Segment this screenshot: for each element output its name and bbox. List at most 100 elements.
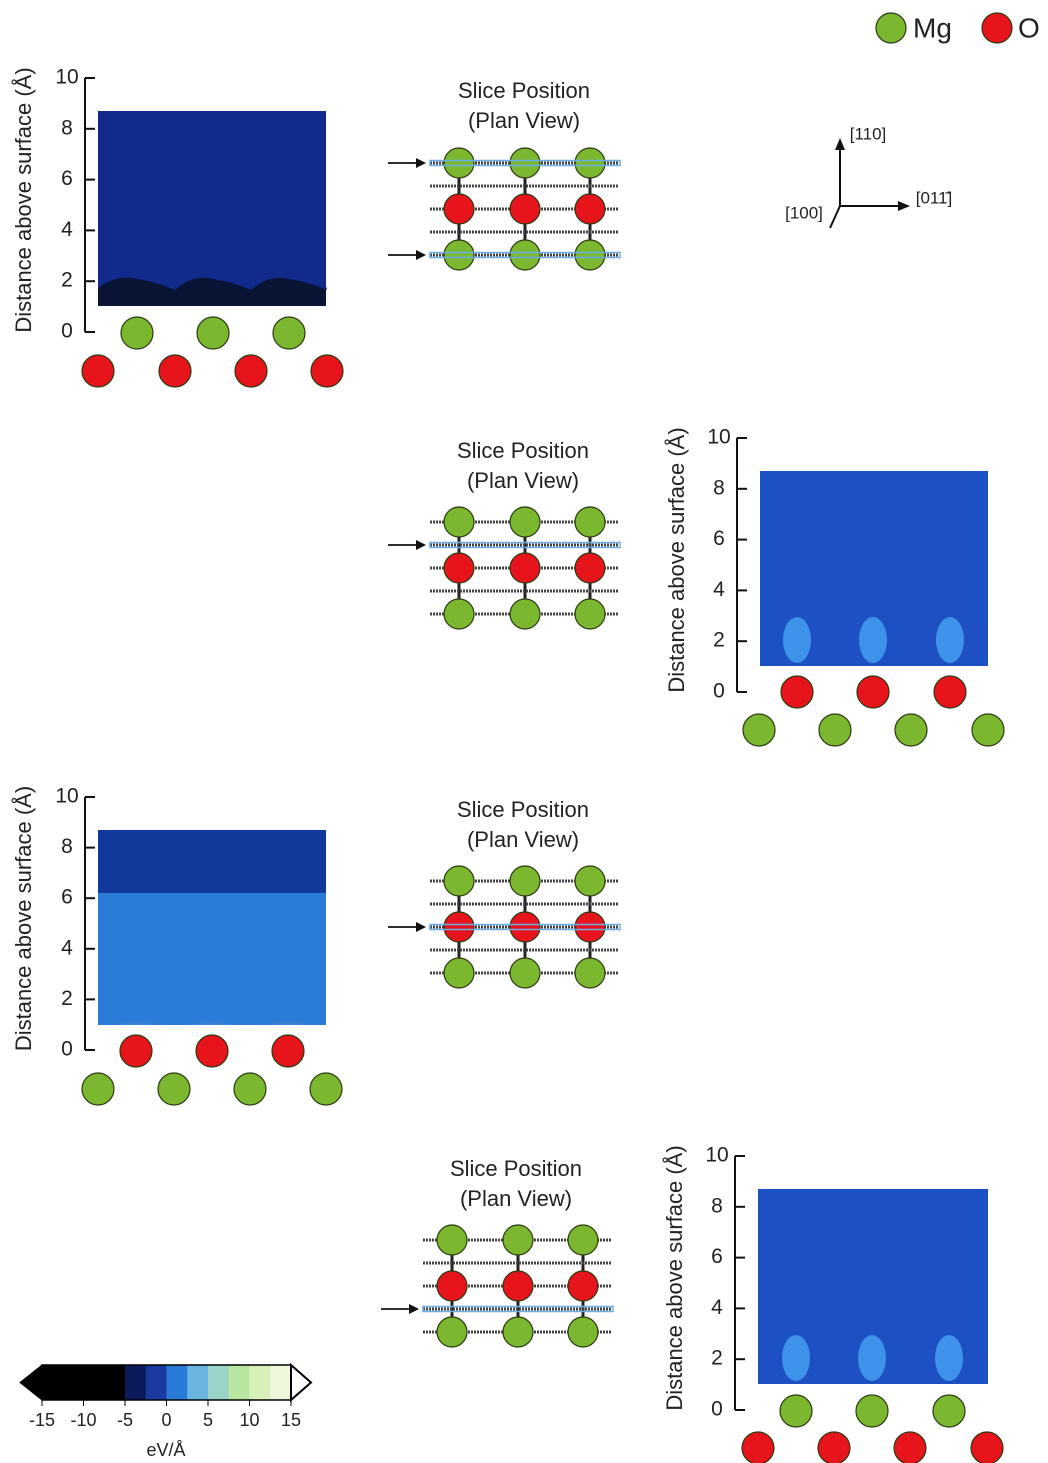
colorbar-segment [228,1365,250,1400]
colorbar-segment [145,1365,167,1400]
y-tick-label: 0 [61,1038,73,1061]
atom [443,193,475,225]
y-tick-label: 6 [61,886,73,909]
atom [81,1072,115,1106]
colorbar-segment [62,1365,84,1400]
direction-axes [829,138,910,229]
slice-arrow-head [409,1304,419,1314]
atom [443,911,475,943]
atom [779,1394,813,1428]
atom [818,713,852,747]
colorbar-segment [187,1365,209,1400]
legend-label: O [1018,12,1040,43]
atom [436,1224,468,1256]
y-tick-label: 8 [61,835,73,858]
atom [502,1270,534,1302]
atom [574,865,606,897]
heatmap-feature [782,1335,810,1381]
y-tick-label: 4 [713,578,725,601]
atom [443,552,475,584]
atom [195,1034,229,1068]
atom [443,598,475,630]
atom [742,713,776,747]
atom [309,1072,343,1106]
atom [509,506,541,538]
heatmap-feature [936,617,964,663]
colorbar-tick-label: 5 [203,1410,213,1430]
colorbar-segment [125,1365,147,1400]
slice-highlight [429,159,621,167]
y-tick-label: 8 [713,476,725,499]
heatmap-band [98,830,326,893]
slice-highlight [429,251,621,259]
slice-arrow-head [416,922,426,932]
atom [196,316,230,350]
y-tick-label: 4 [61,936,73,959]
atom [158,354,192,388]
colorbar-segment [270,1365,292,1400]
direction-label: [011̄] [916,188,953,207]
atom [780,675,814,709]
colorbar-tick-label: -5 [117,1410,133,1430]
y-tick-label: 4 [61,218,73,241]
atom [271,1034,305,1068]
atom [574,506,606,538]
atom [509,193,541,225]
slice-title: (Plan View) [467,827,579,852]
atom [81,354,115,388]
atom [509,239,541,271]
slice-arrow-head [416,158,426,168]
y-tick-label: 2 [713,629,725,652]
atom [567,1316,599,1348]
colorbar-tick-label: 0 [161,1410,171,1430]
y-axis-label: Distance above surface (Å) [664,427,689,692]
atom [443,506,475,538]
slice-title: (Plan View) [468,108,580,133]
atom [574,552,606,584]
atom [574,147,606,179]
slice-arrow-head [416,250,426,260]
atom [574,193,606,225]
y-tick-label: 8 [711,1194,723,1217]
atom [574,598,606,630]
atom [157,1072,191,1106]
atom [741,1431,775,1463]
atom [567,1224,599,1256]
heatmap-feature [783,617,811,663]
y-tick-label: 0 [713,680,725,703]
y-tick-label: 10 [707,426,730,449]
direction-label: [110] [850,124,887,143]
atom [443,865,475,897]
slice-title: Slice Position [457,797,589,822]
direction-label: [100] [785,203,823,222]
slice-title: Slice Position [457,438,589,463]
atom [443,147,475,179]
heatmap-feature [858,1335,886,1381]
colorbar-tick-label: -15 [29,1410,55,1430]
slice-highlight [429,541,621,549]
heatmap-feature [935,1335,963,1381]
slice-title: (Plan View) [460,1186,572,1211]
atom [509,147,541,179]
atom [120,316,154,350]
atom [971,713,1005,747]
colorbar-extension [290,1362,313,1403]
atom [436,1270,468,1302]
atom [893,1431,927,1463]
atom [233,1072,267,1106]
atom [856,675,890,709]
atom [234,354,268,388]
y-tick-label: 0 [61,320,73,343]
colorbar-segment [83,1365,105,1400]
y-tick-label: 6 [61,167,73,190]
slice-title: Slice Position [458,78,590,103]
y-tick-label: 6 [713,527,725,550]
legend-label: Mg [913,12,952,43]
atom [502,1224,534,1256]
y-tick-label: 2 [711,1347,723,1370]
atom [933,675,967,709]
y-tick-label: 10 [705,1144,728,1167]
atom [272,316,306,350]
atom [875,12,907,44]
